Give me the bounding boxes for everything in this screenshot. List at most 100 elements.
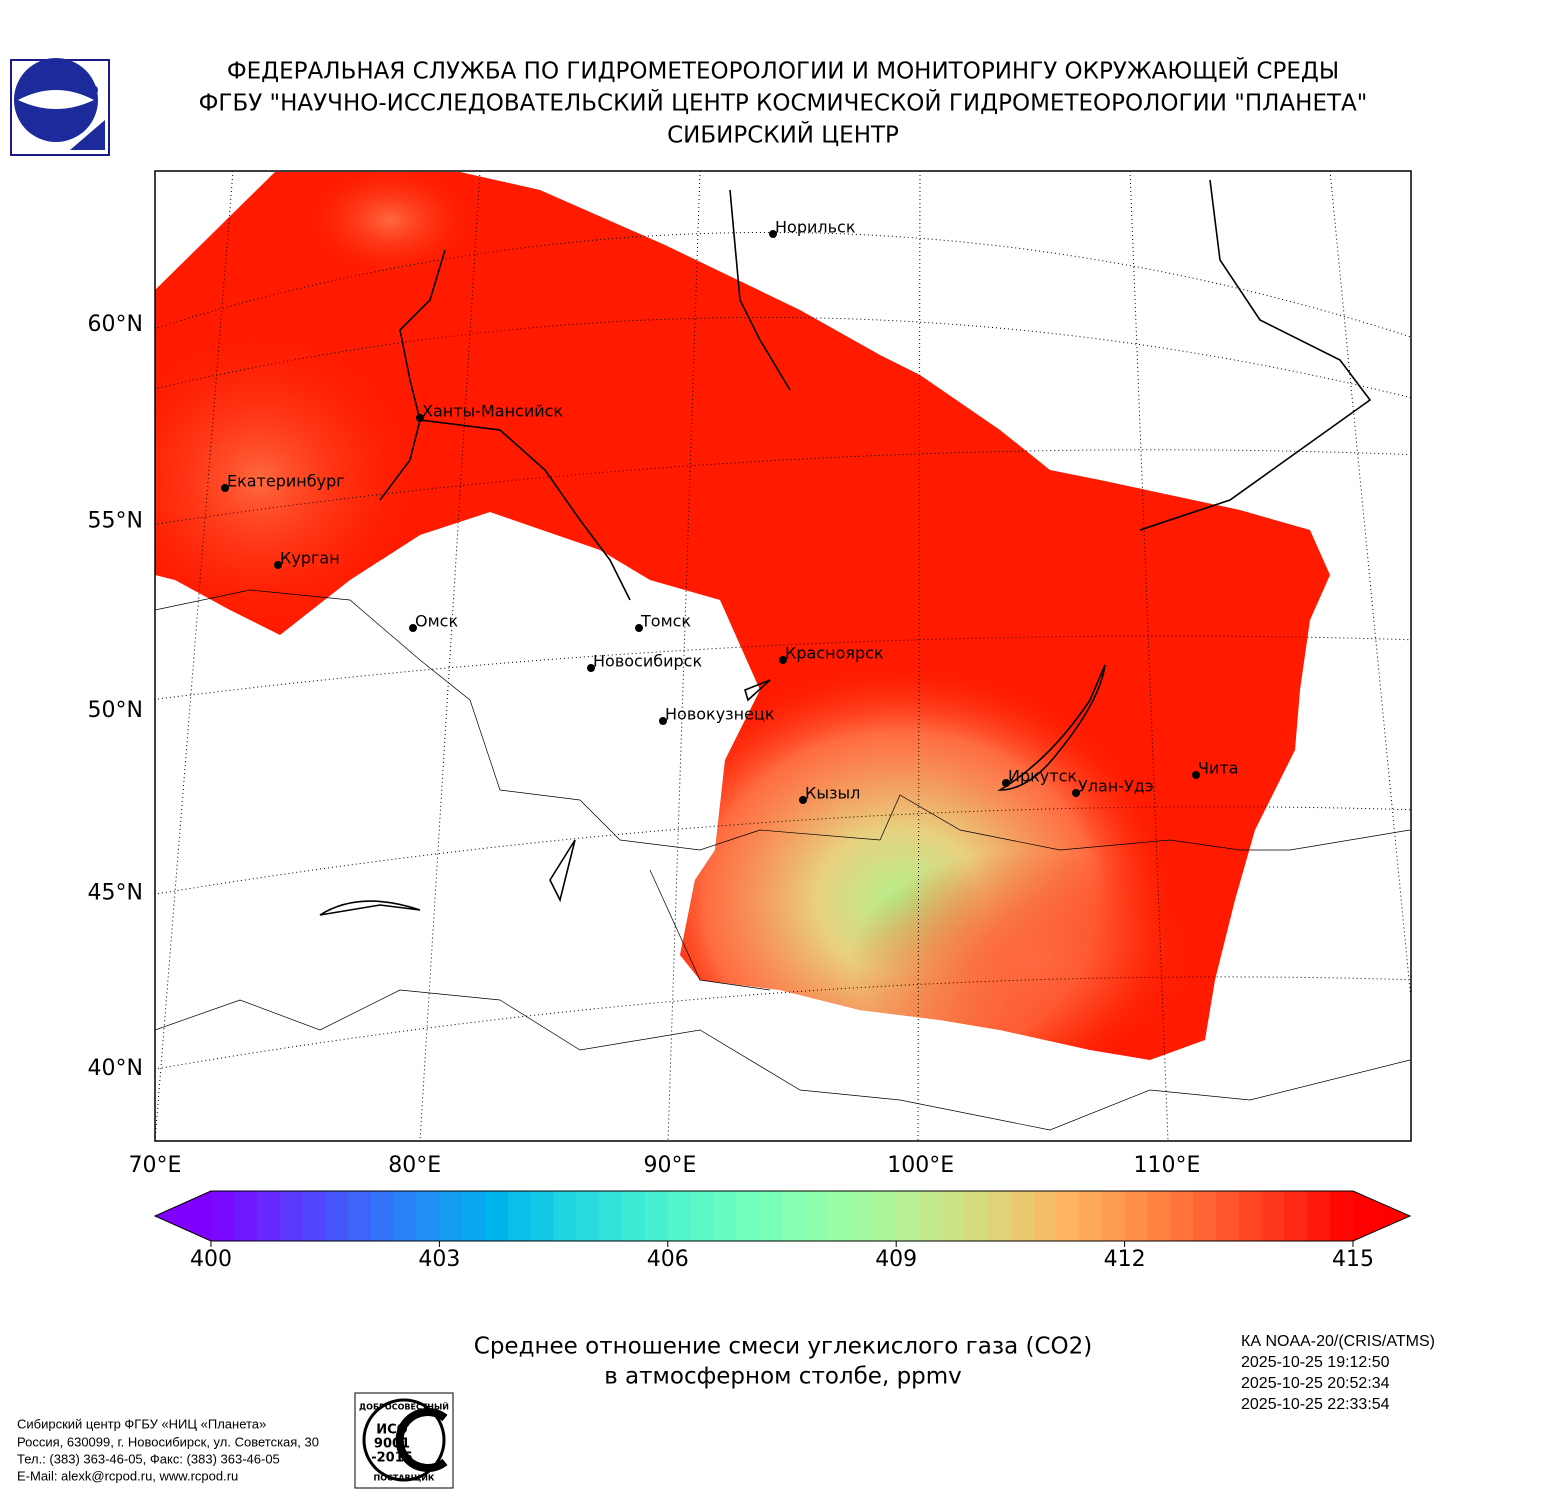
satellite-info: 2025-10-25 22:33:54 [1241, 1396, 1390, 1413]
rivers-coasts [319, 179, 1372, 916]
colorbar-cell [1261, 1191, 1285, 1241]
lat-label: 60°N [88, 312, 143, 337]
colorbar-cell [804, 1191, 829, 1241]
colorbar-cell [1078, 1191, 1103, 1241]
city-label: Иркутск [1008, 767, 1077, 786]
map-frame [154, 170, 1412, 1142]
colorbar-cell [599, 1191, 623, 1241]
city-dot [799, 796, 807, 804]
colorbar-cell [416, 1191, 440, 1241]
colorbar-cell [1330, 1191, 1354, 1241]
city-dot [659, 717, 667, 725]
colorbar-cell [211, 1191, 235, 1241]
city-dot [1002, 779, 1010, 787]
lat-label: 40°N [88, 1056, 143, 1081]
borders [155, 589, 1411, 1131]
city-dot [779, 656, 787, 664]
colorbar-cell [1284, 1191, 1308, 1241]
city-label: Омск [415, 612, 458, 631]
colorbar-cell [1010, 1191, 1034, 1241]
footer-line: Сибирский центр ФГБУ «НИЦ «Планета» [17, 1416, 266, 1431]
colorbar-extend-low [155, 1191, 211, 1241]
colorbar-cell [667, 1191, 692, 1241]
city-label: Красноярск [785, 644, 884, 663]
city-label: Чита [1198, 759, 1239, 778]
colorbar-cell [941, 1191, 966, 1241]
colorbar-cell [896, 1191, 920, 1241]
colorbar-cell [1193, 1191, 1217, 1241]
colorbar-cell [1147, 1191, 1171, 1241]
colorbar-cell [782, 1191, 806, 1241]
satellite-info: 2025-10-25 19:12:50 [1241, 1354, 1390, 1371]
colorbar-cell [370, 1191, 395, 1241]
colorbar-cell [1056, 1191, 1080, 1241]
colorbar-cell [690, 1191, 714, 1241]
lat-label: 45°N [88, 881, 143, 906]
colorbar-cell [1033, 1191, 1057, 1241]
city-dot [274, 561, 282, 569]
chart-title: в атмосферном столбе, ppmv [604, 1364, 962, 1390]
colorbar-cell [256, 1191, 281, 1241]
city-dot [221, 484, 229, 492]
colorbar-cell [302, 1191, 326, 1241]
colorbar-cell [393, 1191, 418, 1241]
certificate-text: ПОСТАВЩИК [374, 1474, 435, 1483]
city-dot [635, 624, 643, 632]
city-label: Екатеринбург [227, 472, 345, 491]
colorbar-cell [553, 1191, 577, 1241]
co2-field [155, 172, 1330, 1060]
certificate: ДОБРОСОВЕСТНЫЙ ИСО 9001 -2015 ПОСТАВЩИК [354, 1392, 454, 1489]
colorbar-tick-label: 400 [190, 1247, 232, 1272]
colorbar-cell [759, 1191, 783, 1241]
colorbar-cell [1238, 1191, 1263, 1241]
lat-label: 50°N [88, 698, 143, 723]
colorbar-cell [507, 1191, 532, 1241]
certificate-text: ДОБРОСОВЕСТНЫЙ [359, 1401, 449, 1412]
satellite-info: 2025-10-25 20:52:34 [1241, 1375, 1390, 1392]
colorbar-tick-label: 412 [1104, 1247, 1146, 1272]
header-line: СИБИРСКИЙ ЦЕНТР [667, 121, 899, 149]
logo [10, 58, 110, 156]
colorbar-tick-label: 415 [1332, 1247, 1374, 1272]
city-dot [769, 230, 777, 238]
colorbar-cell [348, 1191, 372, 1241]
city-label: Кызыл [805, 784, 860, 803]
certificate-text: 9001 [374, 1437, 410, 1452]
colorbar-cell [919, 1191, 943, 1241]
colorbar-tick-label: 406 [647, 1247, 689, 1272]
graticule [155, 171, 1411, 1141]
footer-line: Россия, 630099, г. Новосибирск, ул. Сове… [17, 1434, 319, 1449]
city-label: Улан-Удэ [1078, 777, 1154, 796]
colorbar-cell [1101, 1191, 1126, 1241]
colorbar-tick-label: 409 [875, 1247, 917, 1272]
lon-label: 80°E [388, 1153, 441, 1178]
colorbar-cell [987, 1191, 1011, 1241]
city-dot [409, 624, 417, 632]
city-label: Новосибирск [593, 652, 702, 671]
city-dot [1072, 789, 1080, 797]
colorbar-cell [736, 1191, 760, 1241]
colorbar-cell [644, 1191, 669, 1241]
city-dot [416, 414, 424, 422]
header-line: ФЕДЕРАЛЬНАЯ СЛУЖБА ПО ГИДРОМЕТЕОРОЛОГИИ … [227, 57, 1339, 85]
city-label: Ханты-Мансийск [422, 402, 563, 421]
footer-line: Тел.: (383) 363-46-05, Факс: (383) 363-4… [17, 1451, 280, 1466]
lat-label: 55°N [88, 509, 143, 534]
footer-line: E-Mail: alexk@rcpod.ru, www.rcpod.ru [17, 1468, 238, 1483]
colorbar-cell [485, 1191, 509, 1241]
city-dot [1192, 771, 1200, 779]
lon-label: 90°E [644, 1153, 697, 1178]
city-label: Новокузнецк [665, 705, 775, 724]
lon-label: 70°E [129, 1153, 182, 1178]
colorbar-cell [850, 1191, 874, 1241]
city-dot [587, 664, 595, 672]
colorbar-extend-high [1353, 1191, 1410, 1241]
colorbar-cell [462, 1191, 486, 1241]
header-line: ФГБУ "НАУЧНО-ИССЛЕДОВАТЕЛЬСКИЙ ЦЕНТР КОС… [199, 89, 1368, 117]
colorbar-tick-label: 403 [418, 1247, 460, 1272]
city-label: Томск [640, 612, 691, 631]
colorbar-cell [1307, 1191, 1331, 1241]
colorbar-cell [279, 1191, 303, 1241]
map [155, 171, 1411, 1141]
